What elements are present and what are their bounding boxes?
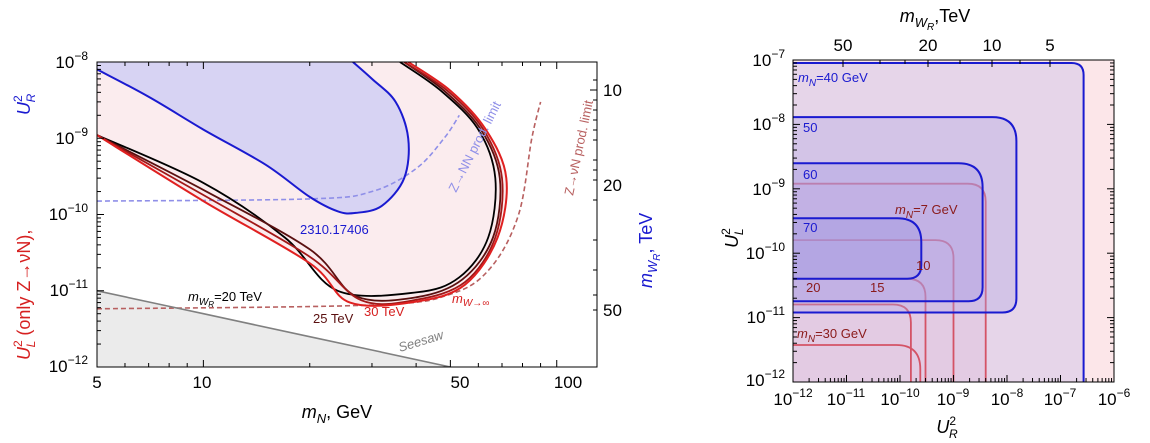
left-xlabel: mN, GeV — [302, 402, 372, 426]
annotation-25tev: 25 TeV — [313, 311, 354, 326]
left-tick-marks — [96, 61, 597, 368]
right-xtick-1e-11: 10−11 — [827, 386, 866, 409]
left-ylabel-red: U2L (only Z→νN), — [11, 230, 38, 360]
series-20tev-line — [97, 62, 497, 297]
left-ytick-1e-10: 10−10 — [49, 201, 89, 224]
red-contour — [793, 239, 955, 382]
right-axis-tick-50: 50 — [603, 301, 622, 320]
right-top-ticks: 50 20 10 5 — [834, 36, 1055, 55]
left-xtick-5: 5 — [92, 373, 101, 392]
left-ylabel: U2L (only Z→νN), U2R — [11, 93, 38, 360]
right-xtick-1e-10: 10−10 — [880, 386, 920, 409]
blue-contour — [793, 116, 1018, 314]
right-xtick-1e-9: 10−9 — [937, 386, 970, 409]
right-ytick-1e-12: 10−12 — [746, 367, 786, 390]
top-tick-20: 20 — [919, 36, 938, 55]
label-mn-40gev: mN=40 GeV — [798, 70, 868, 89]
right-plot-area — [793, 60, 1114, 382]
left-xtick-100: 100 — [554, 373, 582, 392]
z-vn-prod-limit-line — [97, 101, 542, 310]
left-ytick-1e-12: 10−12 — [49, 353, 89, 376]
svg-text:mWR, TeV: mWR, TeV — [636, 213, 663, 288]
left-plot-area — [97, 62, 597, 367]
region-2310-17406-fill — [97, 62, 409, 214]
z-nn-prod-limit-line — [97, 114, 460, 202]
seesaw-line — [97, 290, 451, 367]
right-axis-tick-10: 10 — [603, 81, 622, 100]
blue-contour — [793, 62, 1085, 382]
right-xticks: 10−12 10−11 10−10 10−9 10−8 10−7 10−6 — [773, 386, 1130, 409]
left-ylabel-blue: U2R — [11, 93, 38, 115]
label-50: 50 — [803, 120, 817, 135]
label-10: 10 — [916, 258, 930, 273]
left-ytick-1e-8: 10−8 — [55, 49, 88, 72]
right-xtick-1e-7: 10−7 — [1044, 386, 1077, 409]
blue-contour-fill — [793, 218, 922, 279]
left-ytick-1e-11: 10−11 — [50, 277, 89, 300]
red-contour — [793, 303, 912, 382]
svg-text:U2L: U2L — [719, 228, 746, 248]
annotation-mw-inf: mW→∞ — [452, 291, 489, 309]
annotation-2310-17406: 2310.17406 — [300, 222, 369, 237]
red-contour-fill — [793, 183, 986, 382]
label-mn-30gev: mN=30 GeV — [797, 326, 867, 345]
right-ylabel: U2L — [719, 228, 746, 248]
left-xticks: 5 10 50 100 — [92, 373, 582, 392]
right-ytick-1e-8: 10−8 — [752, 111, 785, 134]
blue-contour — [793, 217, 923, 280]
right-chart: 10−7 10−8 10−9 10−10 10−11 10−12 10−12 1… — [719, 6, 1131, 441]
right-ytick-1e-7: 10−7 — [752, 47, 785, 70]
series-25tev-line — [97, 62, 502, 302]
series-inf-line — [97, 62, 508, 307]
left-ytick-1e-9: 10−9 — [55, 125, 88, 148]
blue-contour-fill — [793, 163, 983, 302]
right-yticks: 10−7 10−8 10−9 10−10 10−11 10−12 — [746, 47, 786, 390]
right-xtick-1e-12: 10−12 — [773, 386, 813, 409]
blue-contour-fill — [793, 63, 1084, 382]
right-tick-marks — [792, 59, 1115, 383]
right-toplabel: mWR,TeV — [900, 6, 971, 33]
red-contour — [793, 344, 922, 382]
series-2310-17406-line — [97, 62, 410, 215]
top-tick-5: 5 — [1045, 36, 1054, 55]
left-yticks: 10−8 10−9 10−10 10−11 10−12 — [49, 49, 89, 376]
right-ytick-1e-11: 10−11 — [747, 304, 786, 327]
series-30tev-line — [97, 62, 504, 306]
red-contour — [793, 182, 987, 382]
left-chart: 10−8 10−9 10−10 10−11 10−12 5 10 50 100 … — [11, 49, 663, 426]
label-20: 20 — [806, 280, 820, 295]
left-xtick-50: 50 — [451, 373, 470, 392]
right-ytick-1e-9: 10−9 — [752, 176, 785, 199]
blue-contours — [793, 62, 1085, 382]
top-tick-50: 50 — [834, 36, 853, 55]
annotation-mwr-20tev: mWR=20 TeV — [188, 289, 262, 309]
label-70: 70 — [803, 220, 817, 235]
right-axis-tick-20: 20 — [603, 176, 622, 195]
label-60: 60 — [803, 167, 817, 182]
left-xtick-10: 10 — [193, 373, 212, 392]
blue-contour-fill — [793, 117, 1017, 313]
annotation-30tev: 30 TeV — [364, 304, 405, 319]
left-right-axis-ticks: 10 20 50 — [603, 81, 622, 320]
right-xtick-1e-8: 10−8 — [991, 386, 1024, 409]
label-15: 15 — [870, 280, 884, 295]
right-xlabel: U2 R — [936, 414, 958, 441]
top-tick-10: 10 — [983, 36, 1002, 55]
blue-contour — [793, 162, 984, 303]
right-xtick-1e-6: 10−6 — [1098, 386, 1131, 409]
right-ytick-1e-10: 10−10 — [746, 240, 786, 263]
label-mn-7gev: mN=7 GeV — [895, 202, 958, 221]
left-right-axis-label: mWR, TeV — [636, 213, 663, 288]
